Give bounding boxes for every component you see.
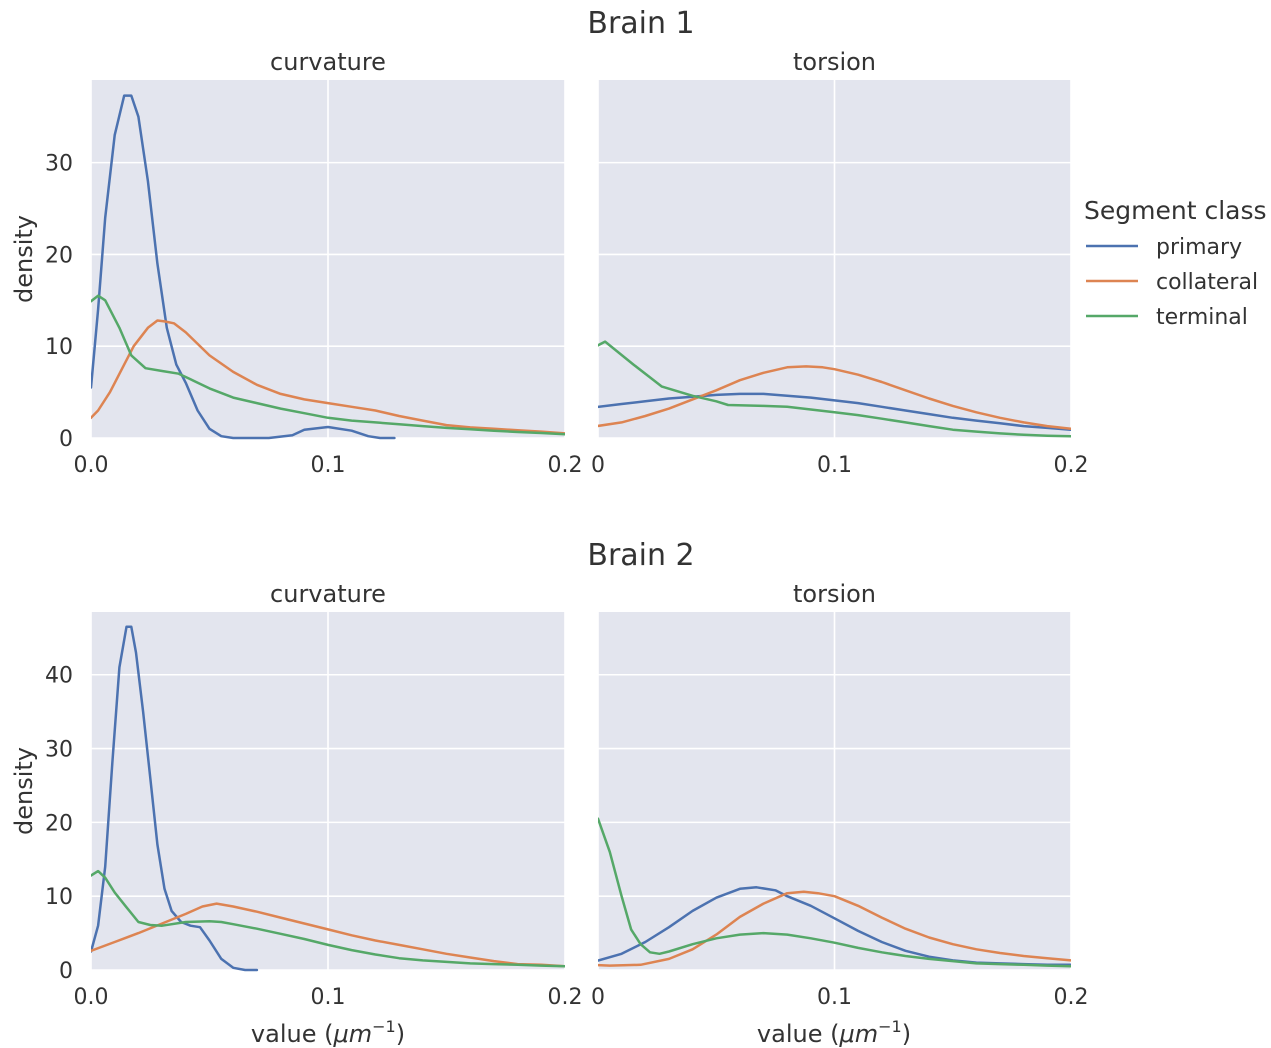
series-line-collateral (598, 890, 1071, 967)
panel-title: curvature (270, 580, 386, 608)
series-line-primary (91, 94, 396, 440)
x-tick-label: 0.1 (311, 985, 346, 1010)
legend-label-terminal: terminal (1156, 305, 1248, 330)
brain-1-title: Brain 1 (587, 6, 694, 41)
series-line-primary (91, 625, 259, 972)
panel-1: 0 0.1 0.2 torsion (591, 48, 1089, 478)
series-line-terminal (598, 817, 1071, 968)
y-tick-label: 10 (45, 335, 73, 360)
y-axis-label-bottom: density (10, 747, 38, 835)
x-tick-label: 0.2 (548, 985, 583, 1010)
x-tick-label: 0 (591, 453, 605, 478)
legend-label-collateral: collateral (1156, 270, 1258, 295)
y-tick-label: 0 (59, 427, 73, 452)
y-tick-label: 20 (45, 243, 73, 268)
y-tick-label: 30 (45, 738, 73, 763)
x-axis-label-left: value (μm−1) (251, 1017, 405, 1048)
legend-label-primary: primary (1156, 235, 1242, 260)
brain-2-title: Brain 2 (587, 538, 694, 573)
panel-2: 0 10 20 30 40 0.0 0.1 0.2 curvature (45, 580, 583, 1010)
series-line-terminal (91, 294, 565, 436)
y-tick-label: 10 (45, 885, 73, 910)
series-line-collateral (91, 319, 565, 435)
x-tick-label: 0.0 (74, 985, 109, 1010)
y-axis-label-top: density (10, 215, 38, 303)
series-line-collateral (91, 902, 565, 968)
x-tick-label: 0.2 (548, 453, 583, 478)
series-line-primary (598, 392, 1071, 431)
x-tick-label: 0.2 (1054, 453, 1089, 478)
x-tick-label: 0.1 (817, 453, 852, 478)
y-tick-label: 0 (59, 959, 73, 984)
panel-title: curvature (270, 48, 386, 76)
panel-3: 0 0.1 0.2 torsion (591, 580, 1089, 1010)
panel-title: torsion (793, 580, 876, 608)
x-tick-label: 0.2 (1054, 985, 1089, 1010)
legend: Segment class primary collateral termina… (1084, 196, 1267, 330)
y-tick-label: 40 (45, 664, 73, 689)
panel-title: torsion (793, 48, 876, 76)
y-tick-label: 30 (45, 152, 73, 177)
series-line-terminal (598, 340, 1071, 438)
legend-title: Segment class (1084, 196, 1267, 225)
y-tick-label: 20 (45, 811, 73, 836)
x-axis-label-right: value (μm−1) (757, 1017, 911, 1048)
series-line-terminal (91, 869, 565, 968)
series-line-collateral (598, 365, 1071, 431)
x-tick-label: 0 (591, 985, 605, 1010)
x-tick-label: 0.0 (74, 453, 109, 478)
panel-0: 0 10 20 30 0.0 0.1 0.2 curvature (45, 48, 583, 478)
x-tick-label: 0.1 (311, 453, 346, 478)
x-tick-label: 0.1 (817, 985, 852, 1010)
